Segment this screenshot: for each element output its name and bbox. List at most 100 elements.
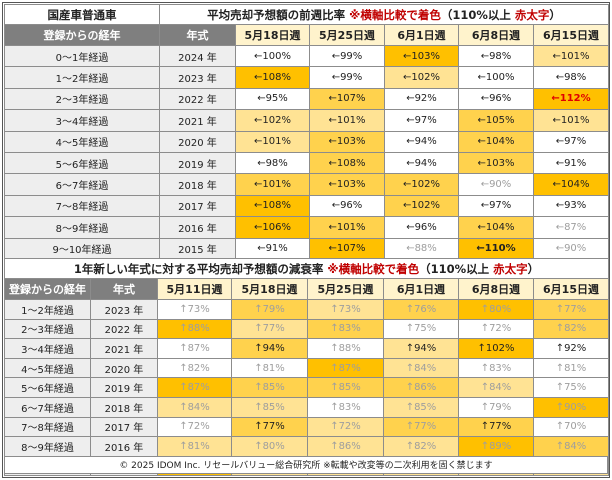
ratio-cell: ←91% <box>235 237 310 260</box>
elapsed-label: 1～2年経過 <box>4 66 160 89</box>
col-header-year: 年式 <box>159 24 236 46</box>
ratio-cell: ←112% <box>533 87 609 111</box>
ratio-cell: ←98% <box>235 151 310 175</box>
model-year: 2016 年 <box>159 216 236 239</box>
elapsed-label: 9～10年経過 <box>4 237 160 260</box>
ratio-cell: ←88% <box>384 237 459 260</box>
table-row: 4～5年経過 2020 年 ←101% ←103% ←94% ←104% ←97% <box>4 130 609 153</box>
elapsed-label: 2～3年経過 <box>4 87 160 111</box>
elapsed-label: 7～8年経過 <box>4 194 160 218</box>
ratio-cell: ↑87% <box>157 377 232 398</box>
ratio-cell: ←106% <box>235 216 310 239</box>
ratio-cell: ←93% <box>533 194 609 218</box>
ratio-cell: ↑84% <box>533 436 609 457</box>
ratio-cell: ←96% <box>309 194 385 218</box>
ratio-cell: ↑81% <box>231 357 308 379</box>
ratio-cell: ↑77% <box>533 299 609 320</box>
decay-rate-table: 1年新しい年式に対する平均売却予想額の減衰率 ※横軸比較で着色（110%以上 赤… <box>4 258 609 477</box>
table-row: 3～4年経過 2021 年 ↑87% ↑94% ↑88% ↑94% ↑102% ↑92% <box>4 338 609 359</box>
ratio-cell: ←104% <box>458 216 534 239</box>
ratio-cell: ↑82% <box>383 436 459 457</box>
ratio-cell: ↑84% <box>383 357 459 379</box>
ratio-cell: ↑72% <box>458 318 534 340</box>
elapsed-label: 4～5年経過 <box>4 130 160 153</box>
table-row: 9～10年経過 2015 年 ←91% ←107% ←88% ←110% ←90% <box>4 237 609 260</box>
model-year: 2020 年 <box>159 130 236 153</box>
table-row: 2～3年経過 2022 年 ←95% ←107% ←92% ←96% ←112% <box>4 87 609 111</box>
ratio-cell: ↑73% <box>157 299 232 320</box>
week-header: 5月25日週 <box>309 24 385 46</box>
elapsed-label: 1～2年経過 <box>4 299 91 320</box>
ratio-cell: ↑75% <box>533 377 609 398</box>
elapsed-label: 4～5年経過 <box>4 357 91 379</box>
ratio-cell: ↑85% <box>307 377 384 398</box>
model-year: 2021 年 <box>159 109 236 132</box>
ratio-cell: ↑86% <box>307 436 384 457</box>
ratio-cell: ↑87% <box>307 357 384 379</box>
ratio-cell: ↑79% <box>458 396 534 418</box>
ratio-cell: ↑79% <box>231 299 308 320</box>
ratio-cell: ←97% <box>384 109 459 132</box>
ratio-cell: ↑77% <box>231 318 308 340</box>
elapsed-label: 5～6年経過 <box>4 151 160 175</box>
ratio-cell: ↑83% <box>307 396 384 418</box>
week-header: 6月8日週 <box>458 278 534 300</box>
elapsed-label: 3～4年経過 <box>4 109 160 132</box>
ratio-cell: ↑85% <box>231 377 308 398</box>
table-row: 8～9年経過 2016 年 ←106% ←101% ←96% ←104% ←87% <box>4 216 609 239</box>
ratio-cell: ↑94% <box>231 338 308 359</box>
ratio-cell: ↑92% <box>533 338 609 359</box>
ratio-cell: ←107% <box>309 237 385 260</box>
table2-title: 1年新しい年式に対する平均売却予想額の減衰率 ※横軸比較で着色（110%以上 赤… <box>4 258 609 279</box>
model-year: 2019 年 <box>159 151 236 175</box>
model-year: 2019 年 <box>90 377 158 398</box>
ratio-cell: ←108% <box>235 66 310 89</box>
ratio-cell: ↑70% <box>533 416 609 438</box>
ratio-cell: ←87% <box>533 216 609 239</box>
ratio-cell: ↑72% <box>307 416 384 438</box>
ratio-cell: ↑86% <box>383 377 459 398</box>
model-year: 2022 年 <box>90 318 158 340</box>
elapsed-label: 7～8年経過 <box>4 416 91 438</box>
ratio-cell: ↑77% <box>458 416 534 438</box>
table-row: 6～7年経過 2018 年 ←101% ←103% ←102% ←90% ←104% <box>4 173 609 196</box>
model-year: 2023 年 <box>90 299 158 320</box>
week-header: 5月11日週 <box>157 278 232 300</box>
ratio-cell: ←102% <box>235 109 310 132</box>
ratio-cell: ←104% <box>458 130 534 153</box>
model-year: 2017 年 <box>159 194 236 218</box>
ratio-cell: ←98% <box>458 44 534 68</box>
ratio-cell: ←97% <box>533 130 609 153</box>
model-year: 2022 年 <box>159 87 236 111</box>
table-row: 1～2年経過 2023 年 ↑73% ↑79% ↑73% ↑76% ↑80% ↑77% <box>4 299 609 320</box>
ratio-cell: ↑85% <box>231 396 308 418</box>
model-year: 2018 年 <box>90 396 158 418</box>
ratio-cell: ←92% <box>384 87 459 111</box>
ratio-cell: ←90% <box>533 237 609 260</box>
ratio-cell: ←103% <box>458 151 534 175</box>
ratio-cell: ↑80% <box>231 436 308 457</box>
ratio-cell: ←99% <box>309 66 385 89</box>
ratio-cell: ←95% <box>235 87 310 111</box>
table-row: 3～4年経過 2021 年 ←102% ←101% ←97% ←105% ←101% <box>4 109 609 132</box>
elapsed-label: 6～7年経過 <box>4 173 160 196</box>
week-header: 6月1日週 <box>384 24 459 46</box>
ratio-cell: ←105% <box>458 109 534 132</box>
week-header: 6月15日週 <box>533 24 609 46</box>
ratio-cell: ←101% <box>533 109 609 132</box>
table-row: 5～6年経過 2019 年 ↑87% ↑85% ↑85% ↑86% ↑84% ↑75% <box>4 377 609 398</box>
ratio-cell: ←97% <box>458 194 534 218</box>
elapsed-label: 5～6年経過 <box>4 377 91 398</box>
ratio-cell: ←110% <box>458 237 534 260</box>
ratio-cell: ←96% <box>458 87 534 111</box>
ratio-cell: ↑89% <box>458 436 534 457</box>
model-year: 2024 年 <box>159 44 236 68</box>
week-header: 5月18日週 <box>231 278 308 300</box>
ratio-cell: ↑102% <box>458 338 534 359</box>
ratio-cell: ←101% <box>309 216 385 239</box>
model-year: 2021 年 <box>90 338 158 359</box>
model-year: 2016 年 <box>90 436 158 457</box>
ratio-cell: ↑77% <box>383 416 459 438</box>
ratio-cell: ←101% <box>235 130 310 153</box>
ratio-cell: ↑73% <box>307 299 384 320</box>
